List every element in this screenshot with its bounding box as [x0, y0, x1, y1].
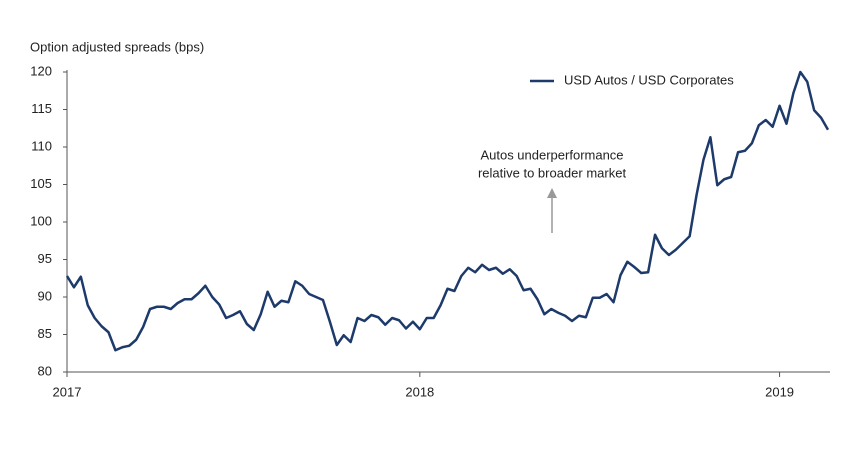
y-tick-label: 90 — [38, 288, 52, 303]
y-tick-label: 95 — [38, 251, 52, 266]
series-line — [65, 70, 830, 352]
y-tick-label: 80 — [38, 363, 52, 378]
x-tick-label: 2018 — [405, 384, 434, 399]
x-tick-label: 2017 — [53, 384, 82, 399]
y-tick-label: 110 — [31, 138, 52, 153]
x-tick-label: 2019 — [765, 384, 794, 399]
annotation: Autos underperformance — [480, 147, 623, 162]
y-axis-label: Option adjusted spreads (bps) — [30, 39, 204, 54]
y-tick-label: 120 — [30, 63, 52, 78]
y-tick-label: 85 — [38, 326, 52, 341]
legend-label: USD Autos / USD Corporates — [564, 72, 734, 87]
annotation-arrowhead — [547, 188, 557, 198]
annotation: relative to broader market — [478, 165, 627, 180]
y-tick-label: 100 — [30, 213, 52, 228]
y-tick-label: 115 — [31, 101, 52, 116]
y-tick-label: 105 — [30, 176, 52, 191]
